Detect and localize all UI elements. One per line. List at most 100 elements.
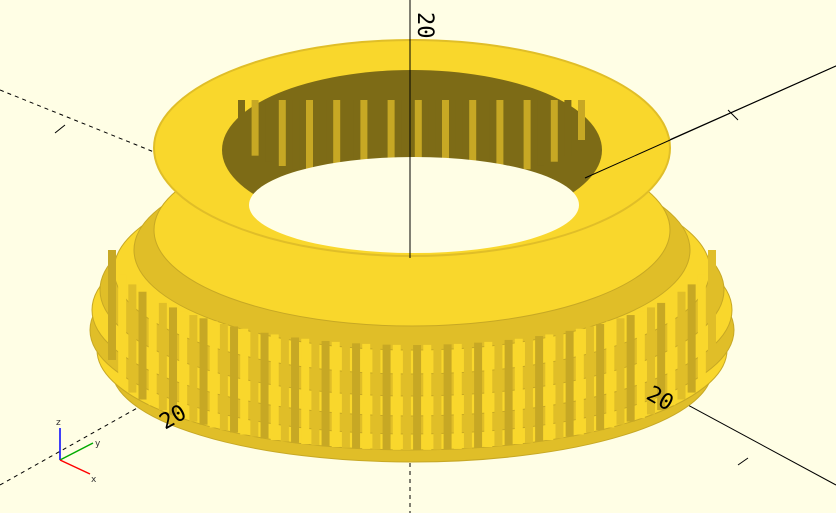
voxel-column bbox=[474, 342, 483, 448]
voxel-column bbox=[484, 341, 493, 448]
voxel-column bbox=[545, 334, 554, 441]
voxel-column bbox=[524, 337, 533, 443]
voxel-column bbox=[413, 344, 422, 450]
voxel-column bbox=[301, 338, 310, 445]
voxel-column bbox=[667, 297, 676, 406]
voxel-column bbox=[575, 328, 584, 435]
inner-wall-column bbox=[360, 100, 368, 179]
voxel-column bbox=[402, 344, 411, 450]
inner-wall-column bbox=[469, 100, 477, 178]
voxel-ring-model[interactable] bbox=[89, 39, 735, 463]
inner-wall-column bbox=[387, 100, 395, 180]
inner-wall-column bbox=[578, 100, 585, 140]
voxel-column bbox=[677, 291, 686, 400]
voxel-column bbox=[433, 344, 442, 450]
gizmo-y-axis bbox=[59, 442, 94, 461]
axis-z-tick-label: 20 bbox=[412, 12, 437, 39]
voxel-column bbox=[626, 315, 635, 422]
voxel-column bbox=[128, 284, 137, 393]
voxel-column bbox=[169, 307, 178, 415]
voxel-column bbox=[230, 326, 239, 433]
voxel-column bbox=[199, 318, 208, 425]
inner-wall-column bbox=[428, 100, 436, 180]
voxel-column bbox=[616, 318, 625, 425]
voxel-column bbox=[352, 343, 361, 449]
axes-gizmo: z y x bbox=[56, 418, 101, 485]
inner-wall-column bbox=[496, 100, 504, 175]
inner-wall-column bbox=[455, 100, 463, 179]
voxel-column bbox=[504, 339, 513, 446]
inner-wall-column bbox=[414, 100, 422, 180]
voxel-column bbox=[697, 274, 706, 384]
inner-wall-column bbox=[319, 100, 327, 175]
voxel-column bbox=[382, 344, 391, 450]
voxel-column bbox=[291, 337, 300, 443]
voxel-column bbox=[423, 344, 432, 450]
voxel-column bbox=[596, 323, 605, 431]
voxel-column bbox=[311, 339, 320, 446]
voxel-column bbox=[535, 336, 544, 442]
voxel-column bbox=[209, 321, 218, 428]
inner-wall-column bbox=[346, 100, 354, 178]
inner-wall-column bbox=[251, 100, 259, 156]
voxel-column bbox=[321, 340, 330, 447]
inner-wall-column bbox=[265, 100, 273, 162]
voxel-column bbox=[189, 315, 198, 422]
inner-wall-column bbox=[333, 100, 341, 176]
voxel-column bbox=[270, 334, 279, 441]
voxel-column bbox=[453, 343, 462, 449]
inner-wall-column bbox=[374, 100, 381, 180]
voxel-column bbox=[250, 330, 259, 437]
voxel-column bbox=[494, 340, 503, 447]
voxel-column bbox=[280, 336, 289, 442]
inner-wall-column bbox=[238, 100, 245, 140]
axis-tick bbox=[54, 124, 66, 134]
inner-wall-column bbox=[278, 100, 286, 166]
inner-wall-column bbox=[306, 100, 313, 172]
voxel-column bbox=[555, 332, 564, 439]
inner-wall-column bbox=[442, 100, 449, 180]
inner-wall-column bbox=[537, 100, 545, 166]
axis-tick bbox=[737, 457, 749, 466]
voxel-column bbox=[687, 284, 696, 393]
inner-wall-column bbox=[401, 100, 409, 180]
voxel-column bbox=[443, 344, 452, 450]
gizmo-x-axis bbox=[59, 459, 91, 475]
voxel-column bbox=[636, 311, 645, 419]
voxel-column bbox=[392, 344, 401, 450]
voxel-column bbox=[260, 332, 269, 439]
voxel-column bbox=[362, 343, 371, 449]
voxel-column bbox=[148, 297, 157, 406]
voxel-column bbox=[372, 344, 381, 450]
voxel-column bbox=[138, 291, 147, 400]
inner-wall-column bbox=[564, 100, 572, 156]
gizmo-x-label: x bbox=[91, 475, 97, 485]
voxel-column bbox=[240, 328, 249, 435]
gizmo-z-label: z bbox=[56, 418, 61, 428]
voxel-column bbox=[158, 302, 167, 411]
inner-wall-column bbox=[292, 100, 300, 170]
voxel-column bbox=[108, 250, 116, 360]
voxel-column bbox=[118, 274, 127, 384]
voxel-column bbox=[646, 307, 655, 415]
axis-tick bbox=[727, 109, 739, 121]
gizmo-y-label: y bbox=[95, 439, 101, 449]
inner-wall-column bbox=[550, 100, 558, 162]
center-hole bbox=[249, 157, 579, 253]
voxel-column bbox=[179, 311, 188, 419]
inner-wall-column bbox=[482, 100, 490, 176]
voxel-column bbox=[463, 343, 472, 449]
voxel-column bbox=[585, 326, 594, 433]
voxel-column bbox=[341, 342, 350, 448]
scene-axes-front bbox=[409, 0, 836, 258]
axis-y-front bbox=[584, 65, 836, 179]
voxel-column bbox=[514, 338, 523, 445]
voxel-column bbox=[606, 321, 615, 428]
voxel-column bbox=[708, 250, 716, 360]
voxel-column bbox=[219, 323, 228, 431]
voxel-column bbox=[565, 330, 574, 437]
inner-wall-column bbox=[510, 100, 517, 172]
inner-wall-column bbox=[523, 100, 531, 170]
